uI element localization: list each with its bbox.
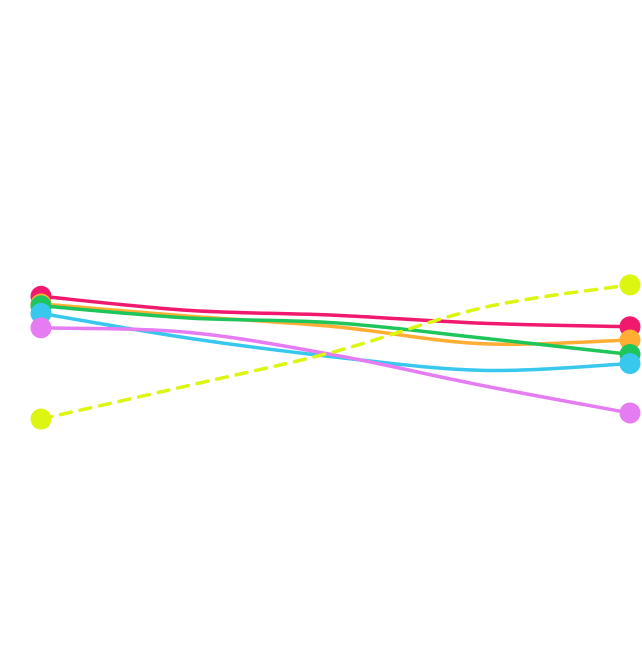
series-line-lime bbox=[39, 283, 632, 421]
point-blue-end bbox=[619, 353, 641, 375]
series-line-violet bbox=[39, 326, 632, 415]
point-lime-end bbox=[619, 274, 641, 296]
series-endpoints bbox=[30, 274, 641, 430]
point-violet-end bbox=[619, 402, 641, 424]
point-orange-end bbox=[619, 329, 641, 351]
point-lime-start bbox=[30, 408, 52, 430]
point-blue-start bbox=[30, 302, 52, 324]
series-line-green bbox=[39, 304, 632, 357]
series-line-pink bbox=[39, 294, 632, 329]
series-lines bbox=[39, 283, 632, 421]
point-violet-start bbox=[30, 317, 52, 339]
